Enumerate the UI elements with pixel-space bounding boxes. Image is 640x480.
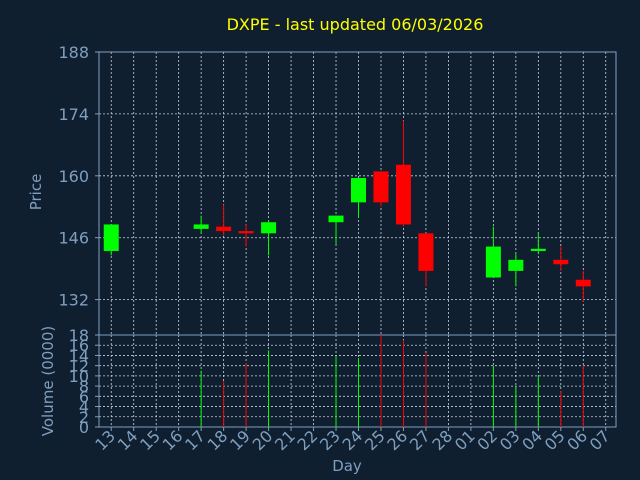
candle-body: [193, 224, 209, 229]
volume-tick-label: 16: [69, 336, 89, 355]
candle-body: [508, 259, 524, 271]
volume-tick-label: 14: [69, 346, 89, 365]
price-tick-label: 132: [58, 291, 89, 310]
candle-body: [261, 222, 277, 234]
volume-panel-frame: [98, 334, 617, 428]
volume-axis-label: Volume (0000): [39, 326, 57, 436]
candle-body: [530, 248, 546, 251]
x-axis: 1314151617181920212223242526272801020304…: [91, 426, 613, 454]
candles: [103, 120, 591, 302]
x-axis-label: Day: [332, 457, 362, 475]
candle-body: [328, 215, 344, 223]
volume-tick-label: 18: [69, 326, 89, 345]
price-tick-label: 188: [58, 43, 89, 62]
price-tick-label: 174: [58, 105, 89, 124]
candle-body: [485, 246, 501, 278]
volume-tick-label: 10: [69, 367, 89, 386]
volume-tick-label: 4: [79, 398, 89, 417]
volume-tick-label: 12: [69, 357, 89, 376]
candle-body: [216, 226, 232, 232]
volume-bars: [200, 335, 584, 427]
candle-body: [395, 164, 411, 225]
chart-title: DXPE - last updated 06/03/2026: [227, 15, 484, 34]
candle-body: [553, 259, 569, 265]
price-axis: 188 174 160 146 132: [58, 43, 99, 310]
candle-body: [373, 171, 389, 203]
candle-body: [103, 224, 119, 251]
price-axis-label: Price: [27, 174, 45, 211]
candle-body: [418, 233, 434, 271]
price-tick-label: 146: [58, 229, 89, 248]
price-tick-label: 160: [58, 167, 89, 186]
volume-tick-label: 2: [79, 408, 89, 427]
candle-body: [575, 279, 591, 287]
volume-tick-label: 8: [79, 377, 89, 396]
volume-tick-label: 0: [79, 418, 89, 437]
candle-body: [238, 231, 254, 234]
volume-tick-label: 6: [79, 387, 89, 406]
candle-body: [351, 178, 366, 203]
